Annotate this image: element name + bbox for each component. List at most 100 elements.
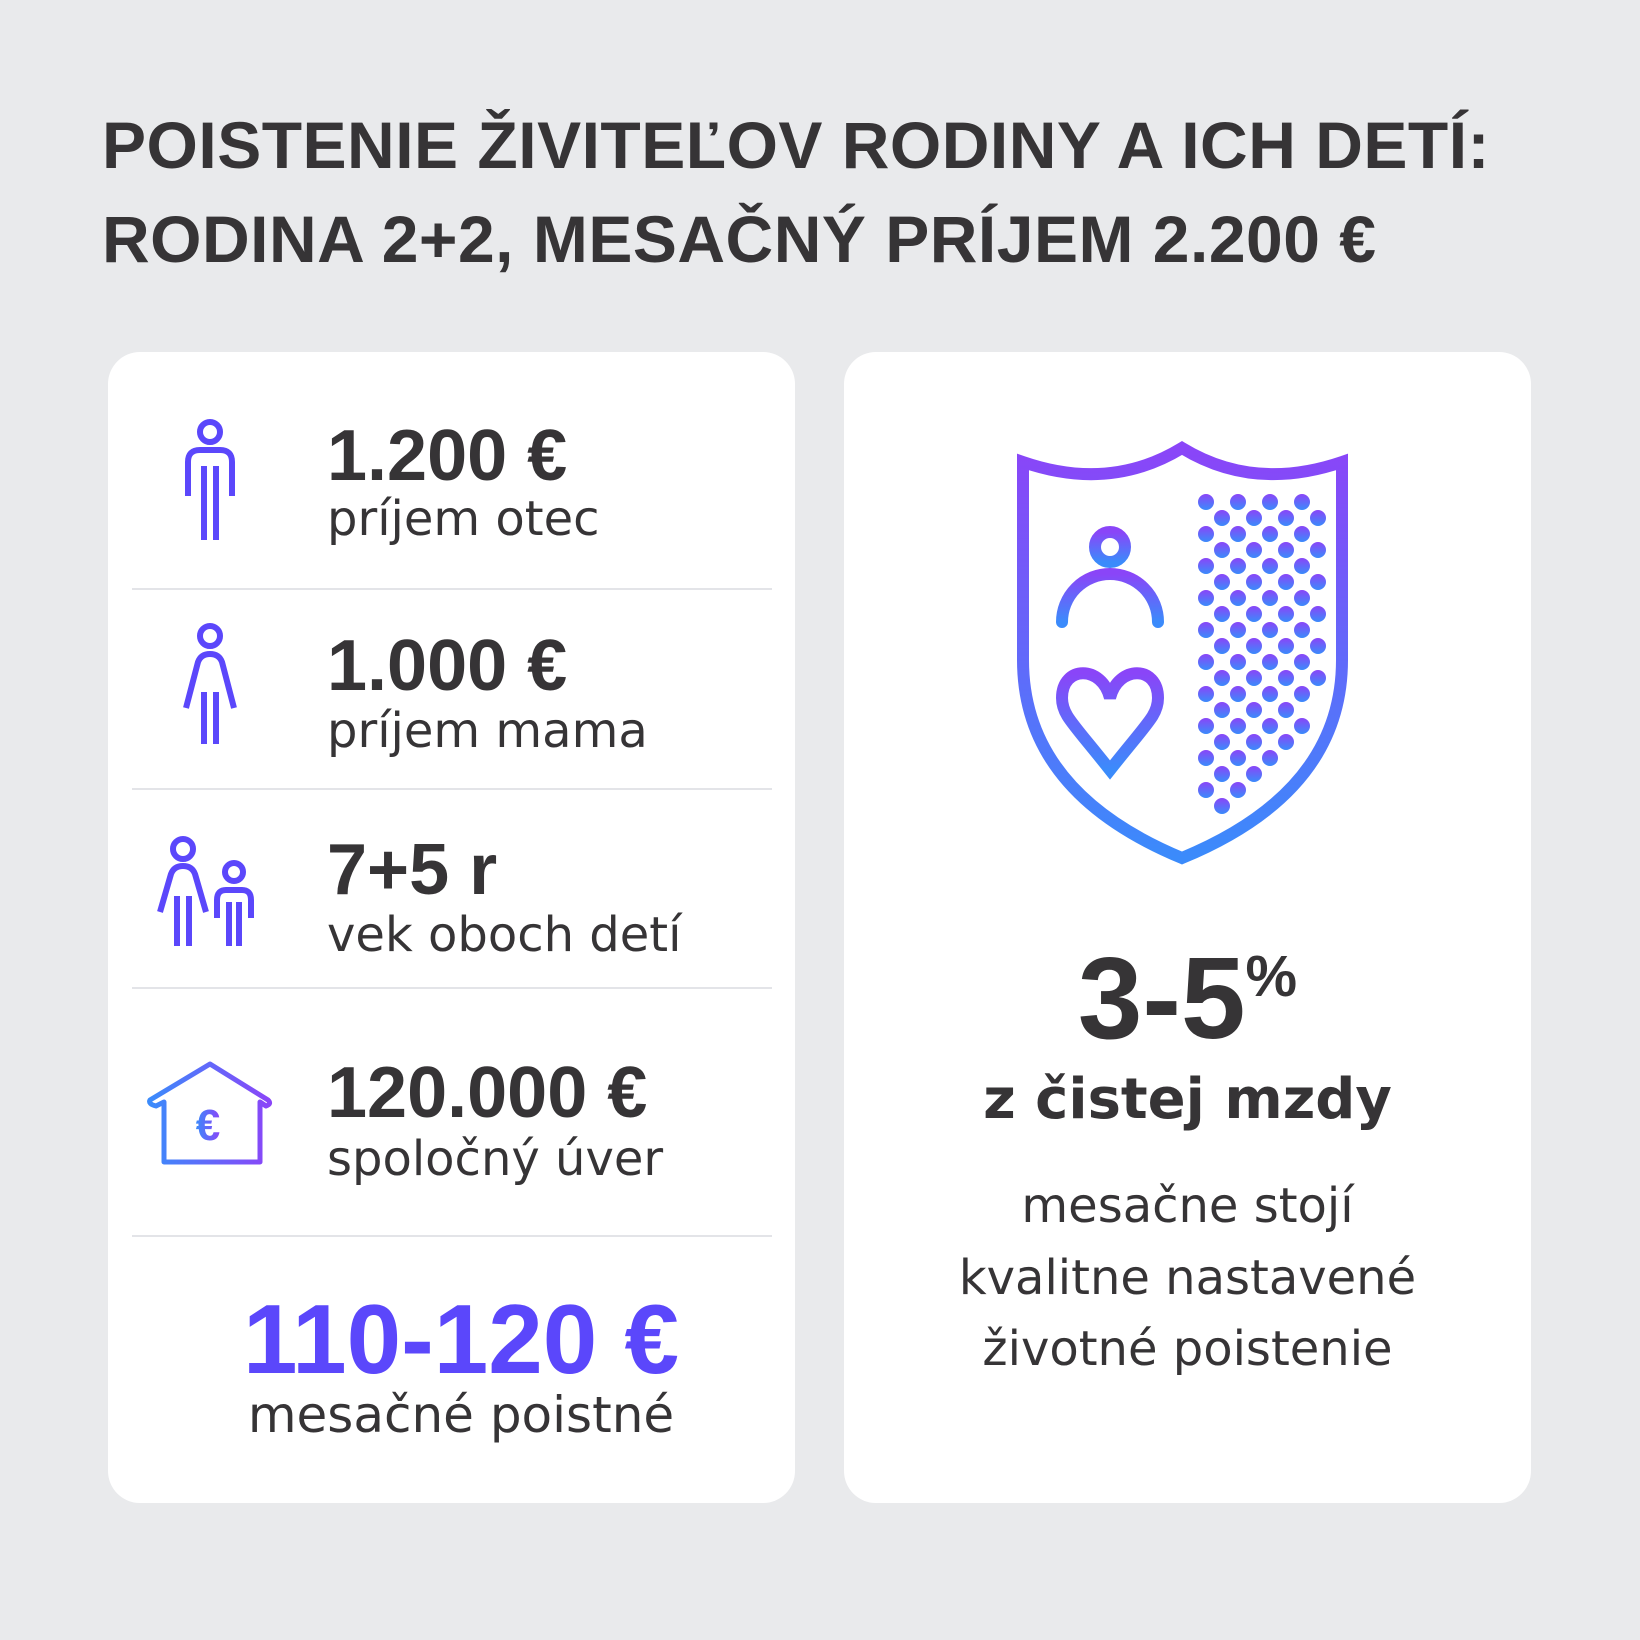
shield-dot	[1278, 574, 1294, 590]
mother-income-value: 1.000 €	[327, 626, 568, 706]
shield-dot	[1310, 510, 1326, 526]
shield-dot	[1230, 718, 1246, 734]
shield-dot	[1246, 638, 1262, 654]
shield-dot	[1294, 526, 1310, 542]
shield-dot	[1214, 542, 1230, 558]
shield-dot	[1262, 526, 1278, 542]
shield-icon	[1017, 440, 1348, 865]
shield-dot	[1262, 686, 1278, 702]
shield-dot	[1198, 718, 1214, 734]
description-line-2: kvalitne nastavené	[958, 1250, 1417, 1306]
shield-dot	[1278, 734, 1294, 750]
shield-dot	[1262, 622, 1278, 638]
shield-dot	[1294, 558, 1310, 574]
shield-dot	[1278, 510, 1294, 526]
shield-dot	[1214, 574, 1230, 590]
shield-dot	[1294, 494, 1310, 510]
shield-dot	[1262, 494, 1278, 510]
shield-dot	[1214, 734, 1230, 750]
shield-dot	[1230, 494, 1246, 510]
shield-dot	[1198, 686, 1214, 702]
percent-range-value: 3-5	[1077, 933, 1246, 1063]
shield-dot	[1262, 654, 1278, 670]
shield-dot	[1230, 558, 1246, 574]
shield-dot	[1198, 494, 1214, 510]
divider	[132, 588, 772, 590]
shield-dot	[1214, 798, 1230, 814]
mother-income-label: príjem mama	[327, 703, 648, 759]
shield-dot	[1246, 574, 1262, 590]
divider	[132, 788, 772, 790]
shield-dot	[1310, 670, 1326, 686]
shield-dot	[1230, 750, 1246, 766]
loan-label: spoločný úver	[327, 1131, 664, 1187]
children-age-label: vek oboch detí	[327, 907, 682, 963]
shield-dot	[1230, 782, 1246, 798]
shield-dot	[1246, 766, 1262, 782]
svg-text:€: €	[196, 1101, 220, 1150]
family-info-card	[108, 352, 795, 1503]
divider	[132, 987, 772, 989]
net-wage-subtitle: z čistej mzdy	[983, 1067, 1392, 1132]
father-income-value: 1.200 €	[327, 416, 568, 496]
loan-value: 120.000 €	[327, 1053, 648, 1133]
shield-dot	[1278, 670, 1294, 686]
shield-dot	[1214, 638, 1230, 654]
shield-dot	[1262, 750, 1278, 766]
shield-dot	[1230, 654, 1246, 670]
shield-dot	[1310, 606, 1326, 622]
shield-dot	[1246, 606, 1262, 622]
shield-dot	[1294, 718, 1310, 734]
premium-label: mesačné poistné	[247, 1386, 675, 1444]
children-icon	[157, 836, 254, 946]
shield-dot	[1214, 702, 1230, 718]
shield-dot	[1246, 542, 1262, 558]
shield-dot	[1246, 670, 1262, 686]
shield-dot	[1294, 686, 1310, 702]
shield-dot	[1198, 654, 1214, 670]
father-income-label: príjem otec	[327, 491, 600, 547]
shield-dot	[1198, 622, 1214, 638]
shield-dot	[1230, 590, 1246, 606]
shield-dot	[1198, 782, 1214, 798]
shield-dot	[1262, 718, 1278, 734]
shield-dot	[1262, 558, 1278, 574]
shield-dot	[1294, 590, 1310, 606]
shield-dot	[1294, 622, 1310, 638]
shield-dot	[1198, 526, 1214, 542]
shield-dot	[1246, 510, 1262, 526]
man-icon	[185, 419, 235, 540]
shield-dot	[1246, 702, 1262, 718]
shield-dot	[1278, 542, 1294, 558]
shield-dot	[1198, 590, 1214, 606]
house-euro-icon: €	[147, 1061, 273, 1165]
shield-dot	[1214, 510, 1230, 526]
divider	[132, 1235, 772, 1237]
shield-dot	[1278, 702, 1294, 718]
shield-dot	[1310, 638, 1326, 654]
shield-dot	[1214, 766, 1230, 782]
shield-dot	[1310, 574, 1326, 590]
shield-dot	[1230, 686, 1246, 702]
percent-sign: %	[1245, 944, 1298, 1009]
percent-range: 3-5%	[844, 940, 1531, 1056]
description-line-3: životné poistenie	[982, 1321, 1393, 1377]
shield-dot	[1278, 606, 1294, 622]
shield-dot	[1214, 606, 1230, 622]
shield-dot	[1198, 558, 1214, 574]
description-line-1: mesačne stojí	[1021, 1178, 1354, 1234]
premium-value: 110-120 €	[243, 1284, 679, 1394]
shield-dot	[1310, 542, 1326, 558]
shield-dot	[1214, 670, 1230, 686]
children-age-value: 7+5 r	[327, 830, 498, 910]
shield-dot	[1278, 638, 1294, 654]
shield-dot	[1246, 734, 1262, 750]
page-title-line2: RODINA 2+2, MESAČNÝ PRÍJEM 2.200 €	[102, 202, 1377, 276]
shield-dot	[1198, 750, 1214, 766]
page-title-line1: POISTENIE ŽIVITEĽOV RODINY A ICH DETÍ:	[102, 108, 1491, 182]
shield-dot	[1294, 654, 1310, 670]
shield-dot	[1230, 526, 1246, 542]
woman-icon	[183, 623, 237, 744]
shield-dot	[1262, 590, 1278, 606]
shield-dot	[1230, 622, 1246, 638]
